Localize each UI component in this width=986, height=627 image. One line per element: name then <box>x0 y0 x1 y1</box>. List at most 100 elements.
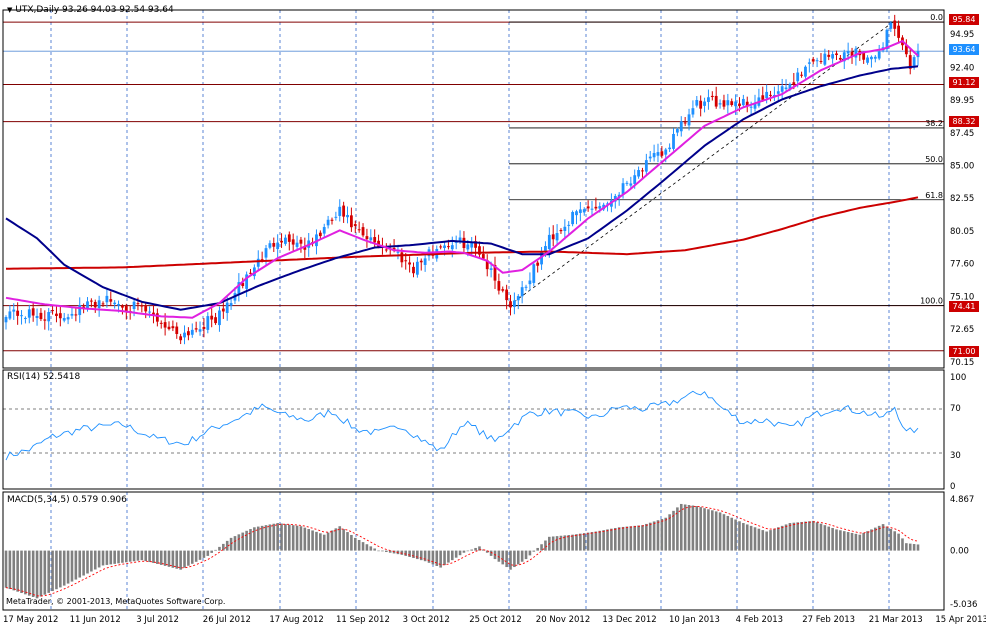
candle-body <box>280 240 283 243</box>
macd-bar <box>416 550 419 560</box>
macd-bar <box>718 512 722 551</box>
fibonacci-level-label: 61.8 <box>925 191 943 200</box>
macd-bar <box>90 550 93 572</box>
macd-bar <box>489 550 493 556</box>
macd-bar <box>183 550 186 568</box>
date-axis-label: 11 Sep 2012 <box>336 615 390 625</box>
macd-bar <box>633 525 636 551</box>
macd-bar <box>590 532 594 551</box>
macd-bar <box>776 527 780 551</box>
candle-body <box>656 152 660 156</box>
macd-bar <box>427 550 431 563</box>
dropdown-triangle-icon[interactable]: ▼ <box>7 6 13 14</box>
macd-bar <box>431 550 435 565</box>
macd-bar <box>423 550 427 562</box>
macd-bar <box>664 517 668 551</box>
macd-bar <box>365 544 369 551</box>
candle-body <box>648 156 652 159</box>
candle-body <box>912 57 916 68</box>
macd-bar <box>602 530 605 551</box>
candle-body <box>47 312 51 322</box>
candle-body <box>478 246 481 255</box>
candle-body <box>462 237 466 248</box>
candle-body <box>322 227 326 234</box>
macd-bar <box>319 533 322 551</box>
candle-body <box>97 300 101 309</box>
macd-bar <box>792 522 796 551</box>
candle-body <box>590 208 594 210</box>
rsi-line <box>5 390 919 461</box>
candle-body <box>738 103 741 107</box>
candle-body <box>16 310 20 316</box>
candle-body <box>148 311 151 313</box>
macd-bar <box>272 523 276 551</box>
macd-bar <box>563 535 567 551</box>
candle-body <box>726 100 730 106</box>
candle-body <box>544 246 547 251</box>
macd-bar <box>392 550 396 554</box>
macd-bar <box>621 526 625 551</box>
macd-bar <box>8 550 12 590</box>
candle-body <box>835 53 838 56</box>
macd-bar <box>905 543 908 551</box>
candle-body <box>524 286 528 288</box>
panel-border <box>2 491 945 611</box>
candle-body <box>695 99 699 106</box>
macd-bar <box>86 550 89 574</box>
macd-bar <box>439 550 442 568</box>
candle-body <box>850 51 854 57</box>
macd-bar <box>47 550 50 593</box>
date-axis-label: 11 Jun 2012 <box>70 615 121 625</box>
date-axis-label: 10 Jan 2013 <box>669 615 720 625</box>
candle-body <box>505 289 509 301</box>
candle-body <box>807 62 811 64</box>
candle-body <box>893 20 897 29</box>
candle-body <box>377 240 380 247</box>
candle-body <box>109 299 113 302</box>
macd-bar <box>749 525 753 551</box>
macd-bar <box>148 550 151 563</box>
candle-body <box>117 303 120 306</box>
macd-bar <box>51 550 54 592</box>
price-tag-74-41: 74.41 <box>949 301 979 312</box>
candle-body <box>187 331 190 336</box>
candle-body <box>132 301 136 310</box>
macd-bar <box>881 524 885 551</box>
candle-body <box>889 22 893 29</box>
candle-body <box>210 315 214 320</box>
macd-bar <box>734 519 737 551</box>
macd-indicator <box>4 503 920 599</box>
candle-body <box>710 95 714 98</box>
macd-bar <box>520 550 524 562</box>
macd-bar <box>874 527 877 551</box>
candle-body <box>497 281 501 291</box>
candle-body <box>439 246 443 248</box>
candle-body <box>175 326 179 334</box>
candle-body <box>873 56 877 59</box>
candle-body <box>357 229 361 231</box>
macd-bar <box>198 550 202 560</box>
candle-body <box>318 232 322 237</box>
candle-body <box>641 170 644 172</box>
candle-body <box>237 282 241 295</box>
date-axis-label: 25 Oct 2012 <box>469 615 522 625</box>
main-legend: ▼ UTX,Daily 93.26 94.03 92.54 93.64 <box>7 5 174 15</box>
macd-bar <box>800 521 803 551</box>
candle-body <box>447 246 450 248</box>
candle-body <box>765 91 769 99</box>
candle-body <box>908 55 912 69</box>
macd-bar <box>854 533 858 551</box>
macd-bar <box>117 550 120 564</box>
macd-bar <box>738 521 741 551</box>
candle-body <box>93 301 97 308</box>
candle-body <box>621 183 625 195</box>
macd-bar <box>765 531 768 551</box>
candle-body <box>827 54 831 57</box>
candle-body <box>532 264 536 283</box>
macd-bar <box>222 543 225 551</box>
macd-bar <box>528 550 532 556</box>
candle-body <box>55 313 58 316</box>
candle-body <box>866 57 869 63</box>
price-axis-tick: 82.55 <box>950 194 974 204</box>
